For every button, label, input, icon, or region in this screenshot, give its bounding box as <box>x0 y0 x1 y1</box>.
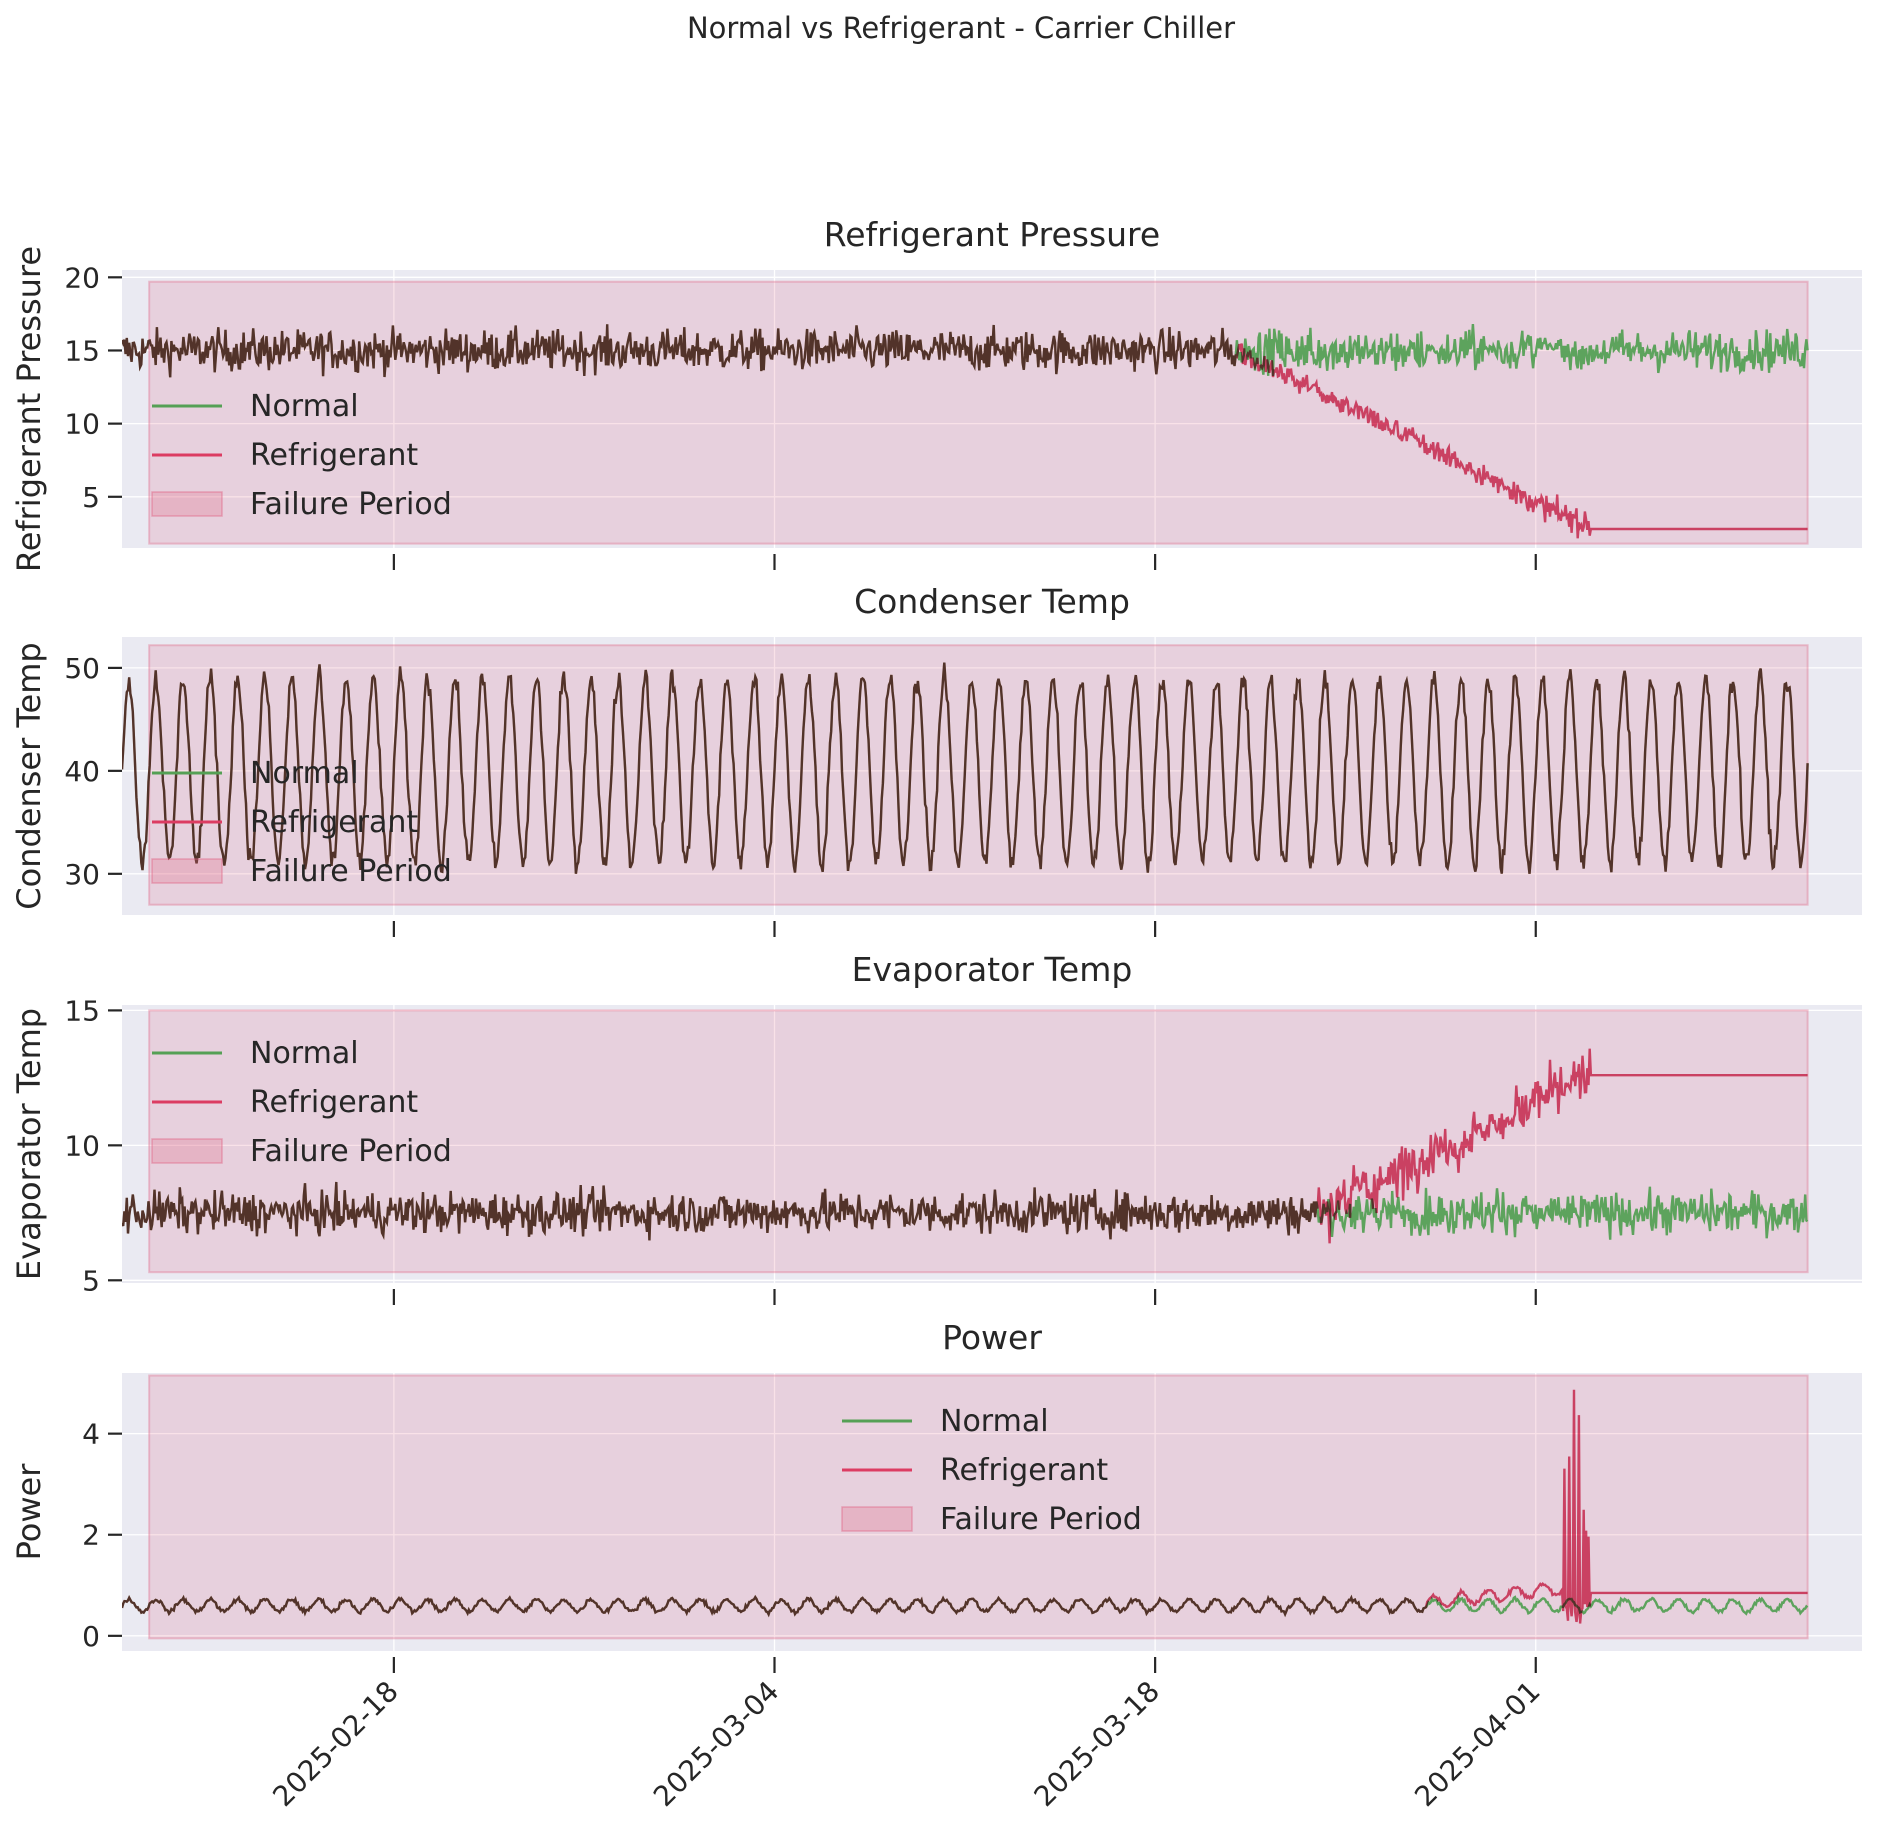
y-tick-label: 30 <box>64 858 100 891</box>
panel-evaporator-temp: 5 10 15 Evaporator Temp Evaporator Temp Norma… <box>10 950 1862 1305</box>
y-tick-label: 10 <box>64 1129 100 1162</box>
legend-entry-refrigerant-label: Refrigerant <box>940 1453 1108 1488</box>
legend-entry-refrigerant-label: Refrigerant <box>250 1085 418 1120</box>
legend-entry-failure-period: Failure Period <box>151 487 452 522</box>
legend-entry-refrigerant: Refrigerant <box>152 438 418 473</box>
legend-entry-failure-period-label: Failure Period <box>250 487 452 522</box>
y-tick-label: 50 <box>64 652 100 685</box>
y-tick-label: 40 <box>64 755 100 788</box>
y-tick-label: 10 <box>64 408 100 441</box>
y-axis-label: Condenser Temp <box>10 642 48 909</box>
y-axis-label: Evaporator Temp <box>10 1008 48 1280</box>
x-tick-label: 2025-03-18 <box>1028 1675 1166 1813</box>
panel-title: Evaporator Temp <box>852 950 1133 989</box>
y-axis-label: Refrigerant Pressure <box>10 246 48 572</box>
series-line-refrigerant <box>122 662 1809 874</box>
legend-entry-failure-period-label: Failure Period <box>250 854 452 889</box>
legend-entry-failure-period-swatch <box>151 1138 223 1164</box>
failure-period-band <box>148 1374 1809 1640</box>
figure-suptitle: Normal vs Refrigerant - Carrier Chiller <box>687 11 1235 45</box>
legend: Normal Refrigerant Failure Period <box>151 1036 452 1169</box>
plot-area <box>122 1005 1862 1283</box>
plot-area <box>122 270 1862 548</box>
panel-title: Condenser Temp <box>854 582 1130 621</box>
legend-entry-failure-period-swatch <box>151 858 223 884</box>
y-tick-label: 15 <box>64 994 100 1027</box>
legend-entry-failure-period: Failure Period <box>151 854 452 889</box>
x-tick-label: 2025-03-04 <box>647 1675 785 1813</box>
legend-entry-refrigerant-label: Refrigerant <box>250 438 418 473</box>
legend-entry-normal: Normal <box>842 1404 1049 1439</box>
series-line-refrigerant <box>122 324 1808 539</box>
y-tick-label: 2 <box>82 1519 100 1552</box>
y-tick-label: 5 <box>82 481 100 514</box>
x-tick-label: 2025-02-18 <box>266 1675 404 1813</box>
legend-entry-failure-period: Failure Period <box>151 1134 452 1169</box>
legend-entry-normal: Normal <box>152 1036 359 1071</box>
legend-entry-failure-period-swatch <box>841 1506 913 1532</box>
y-tick-label: 15 <box>64 334 100 367</box>
legend: Normal Refrigerant Failure Period <box>151 756 452 889</box>
legend-entry-refrigerant: Refrigerant <box>842 1453 1108 1488</box>
legend-entry-failure-period-swatch <box>151 491 223 517</box>
panel-title: Power <box>942 1318 1042 1357</box>
legend: Normal Refrigerant Failure Period <box>841 1404 1142 1537</box>
legend-entry-normal-label: Normal <box>250 1036 359 1071</box>
y-tick-label: 4 <box>82 1418 100 1451</box>
legend-entry-normal-label: Normal <box>250 756 359 791</box>
legend-entry-failure-period-label: Failure Period <box>250 1134 452 1169</box>
legend-entry-refrigerant-label: Refrigerant <box>250 805 418 840</box>
y-tick-label: 0 <box>82 1620 100 1653</box>
legend-entry-normal: Normal <box>152 389 359 424</box>
panel-condenser-temp: 30 40 50 Condenser Temp Condenser Temp Normal… <box>10 582 1862 937</box>
panel-title: Refrigerant Pressure <box>824 215 1160 254</box>
x-tick-label: 2025-04-01 <box>1408 1675 1546 1813</box>
panel-power: 0 2 4 2025-02-18 2025-03-04 2025-03-18 2025-04… <box>10 1318 1862 1813</box>
legend-entry-normal-label: Normal <box>250 389 359 424</box>
series-line-refrigerant <box>122 1389 1808 1624</box>
legend-entry-refrigerant: Refrigerant <box>152 1085 418 1120</box>
legend: Normal Refrigerant Failure Period <box>151 389 452 522</box>
legend-entry-failure-period: Failure Period <box>841 1502 1142 1537</box>
legend-entry-failure-period-label: Failure Period <box>940 1502 1142 1537</box>
legend-entry-normal: Normal <box>152 756 359 791</box>
y-tick-label: 5 <box>82 1264 100 1297</box>
legend-entry-refrigerant: Refrigerant <box>152 805 418 840</box>
panel-refrigerant-pressure: 5 10 15 20 Refrigerant Pressure Refrigerant P… <box>10 215 1862 572</box>
legend-entry-normal-label: Normal <box>940 1404 1049 1439</box>
y-tick-label: 20 <box>64 261 100 294</box>
y-axis-label: Power <box>10 1463 48 1561</box>
series-line-refrigerant <box>122 1048 1808 1244</box>
